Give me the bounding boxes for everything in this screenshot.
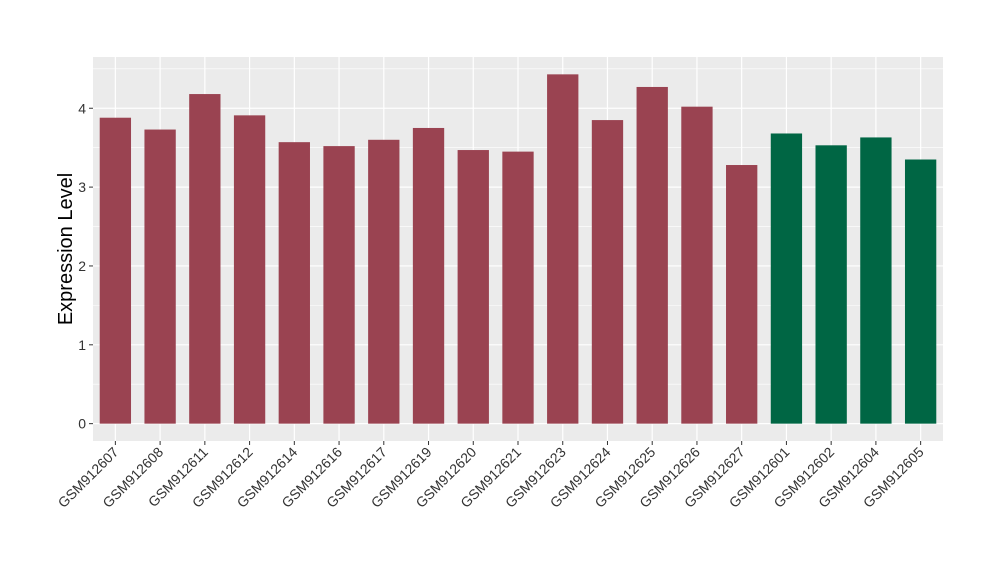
bar-GSM912619 — [412, 127, 445, 424]
bar-GSM912602 — [815, 145, 847, 424]
y-tick-label: 2 — [78, 258, 86, 274]
y-tick-label: 4 — [78, 100, 86, 116]
bar-GSM912605 — [904, 159, 937, 424]
bar-GSM912616 — [323, 146, 355, 424]
bar-GSM912608 — [144, 129, 176, 424]
y-tick-label: 0 — [78, 416, 86, 432]
bar-GSM912614 — [278, 142, 310, 424]
bar-GSM912625 — [636, 86, 668, 424]
bar-GSM912627 — [726, 165, 758, 424]
bar-GSM912611 — [189, 94, 221, 424]
y-axis-title: Expression Level — [55, 173, 77, 325]
bar-GSM912621 — [502, 151, 534, 424]
bar-GSM912623 — [547, 74, 579, 424]
bar-GSM912604 — [860, 137, 892, 424]
y-axis: 0 1 2 3 4 — [78, 100, 93, 432]
bar-GSM912617 — [368, 139, 400, 424]
bar-GSM912601 — [770, 133, 803, 424]
bar-GSM912612 — [233, 115, 266, 424]
bar-GSM912607 — [99, 117, 132, 424]
bar-GSM912624 — [591, 120, 624, 424]
x-axis: GSM912607GSM912608GSM912611GSM912612GSM9… — [55, 441, 927, 511]
bar-GSM912626 — [681, 106, 713, 424]
bars-group — [99, 74, 937, 424]
y-tick-label: 1 — [78, 337, 86, 353]
y-tick-label: 3 — [78, 179, 86, 195]
bar-GSM912620 — [457, 150, 489, 424]
